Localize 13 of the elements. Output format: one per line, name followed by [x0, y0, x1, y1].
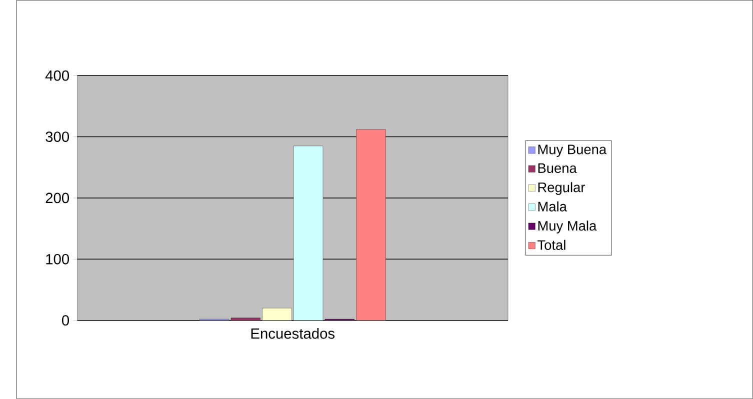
y-tick-label: 300 — [46, 132, 70, 142]
y-tick-label: 200 — [46, 192, 70, 204]
legend-label: Muy Buena — [538, 144, 607, 158]
legend-label: Muy Mala — [538, 220, 597, 234]
legend-label: Mala — [538, 201, 567, 212]
bar — [262, 308, 292, 320]
y-tick-label: 100 — [46, 254, 70, 264]
y-tick-label: 0 — [62, 315, 70, 326]
legend-label: Buena — [538, 163, 577, 174]
y-tick-label: 400 — [45, 70, 70, 81]
legend-label: Total — [538, 240, 566, 250]
x-tick-label: Encuestados — [251, 328, 335, 339]
legend-label: Regular — [538, 182, 585, 195]
